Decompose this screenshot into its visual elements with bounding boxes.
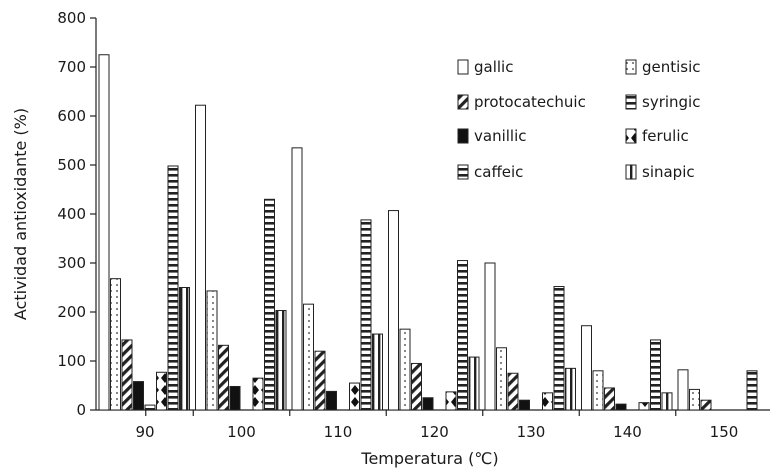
bar-protocatechuic-100 <box>218 344 229 411</box>
legend-label-protocatechuic: protocatechuic <box>474 93 586 111</box>
bar-sinapic-110 <box>372 333 383 411</box>
bar-ferulic-130 <box>542 392 553 411</box>
legend-label-gentisic: gentisic <box>642 58 701 76</box>
x-tick-label: 150 <box>710 423 739 441</box>
bar-gallic-110 <box>291 147 303 411</box>
legend-label-gallic: gallic <box>474 58 513 76</box>
bar-gallic-90 <box>98 54 110 411</box>
bar-syringic-120 <box>457 260 468 411</box>
legend-swatch-ferulic <box>625 128 637 144</box>
bar-vanillic-140 <box>615 403 627 411</box>
y-tick-label: 200 <box>57 303 86 321</box>
y-tick-label: 600 <box>57 107 86 125</box>
bar-ferulic-90 <box>156 371 167 411</box>
bar-syringic-100 <box>264 198 275 411</box>
bar-ferulic-140 <box>638 402 650 411</box>
y-tick-label: 300 <box>57 254 86 272</box>
x-axis-title: Temperatura (℃) <box>360 449 498 468</box>
x-tick-label: 90 <box>135 423 154 441</box>
bar-vanillic-100 <box>229 385 241 411</box>
bar-gallic-130 <box>484 262 496 411</box>
x-tick-label: 100 <box>227 423 256 441</box>
y-tick-label: 500 <box>57 156 86 174</box>
bar-gentisic-130 <box>496 347 507 411</box>
x-tick-label: 110 <box>324 423 353 441</box>
bar-gallic-100 <box>195 104 206 411</box>
bar-gallic-150 <box>677 369 689 411</box>
bar-sinapic-90 <box>179 287 190 411</box>
legend-label-sinapic: sinapic <box>642 163 695 181</box>
y-axis-title: Actividad antioxidante (%) <box>11 108 30 320</box>
bar-sinapic-100 <box>275 310 287 411</box>
bar-gentisic-110 <box>303 303 314 411</box>
bar-vanillic-90 <box>133 381 144 411</box>
y-tick-label: 700 <box>57 58 86 76</box>
legend-swatch-gallic <box>457 59 469 75</box>
y-tick-label: 0 <box>76 401 86 419</box>
bars <box>98 54 758 411</box>
legend-label-caffeic: caffeic <box>474 163 523 181</box>
bar-ferulic-120 <box>445 391 457 411</box>
bar-gentisic-100 <box>206 290 218 411</box>
bar-vanillic-110 <box>326 390 337 411</box>
legend-label-ferulic: ferulic <box>642 127 689 145</box>
bar-caffeic-90 <box>144 404 156 411</box>
legend-swatch-caffeic <box>457 164 469 180</box>
bar-gentisic-140 <box>592 370 604 411</box>
bar-protocatechuic-110 <box>314 350 326 411</box>
bar-syringic-130 <box>553 286 565 411</box>
x-tick-label: 130 <box>517 423 546 441</box>
legend-swatch-protocatechuic <box>457 94 469 110</box>
legend-swatch-sinapic <box>625 164 637 180</box>
y-tick-label: 800 <box>57 9 86 27</box>
bar-syringic-90 <box>167 165 179 411</box>
y-tick-label: 400 <box>57 205 86 223</box>
bar-ferulic-110 <box>349 382 360 411</box>
bar-protocatechuic-140 <box>604 387 615 411</box>
y-tick-label: 100 <box>57 352 86 370</box>
legend-swatch-vanillic <box>457 128 469 144</box>
x-ticks: 90 100 110 120 130 140 150 <box>135 410 738 441</box>
bar-protocatechuic-120 <box>411 362 422 411</box>
x-tick-label: 140 <box>613 423 642 441</box>
bar-sinapic-130 <box>565 367 576 411</box>
legend: gallic gentisic protocatechuic syringic vani… <box>457 58 701 181</box>
bar-gentisic-120 <box>399 328 411 411</box>
bar-protocatechuic-90 <box>121 339 133 411</box>
bar-ferulic-100 <box>252 377 264 411</box>
x-tick-label: 120 <box>420 423 449 441</box>
bar-sinapic-140 <box>661 392 673 411</box>
legend-label-vanillic: vanillic <box>474 127 527 145</box>
bar-vanillic-120 <box>422 397 434 411</box>
bar-vanillic-130 <box>519 399 530 411</box>
legend-label-syringic: syringic <box>642 93 700 111</box>
legend-swatch-gentisic <box>625 59 637 75</box>
bar-protocatechuic-150 <box>700 399 712 411</box>
bar-protocatechuic-130 <box>507 372 519 411</box>
y-ticks: 0 100 200 300 400 500 600 700 800 <box>57 9 96 419</box>
bar-gallic-140 <box>581 325 592 411</box>
bar-syringic-150 <box>746 370 758 411</box>
bar-sinapic-120 <box>468 356 480 411</box>
bar-syringic-110 <box>360 219 372 411</box>
legend-swatch-syringic <box>625 94 637 110</box>
bar-gentisic-150 <box>689 388 700 411</box>
bar-syringic-140 <box>650 339 661 411</box>
bar-gentisic-90 <box>110 278 121 411</box>
bar-gallic-120 <box>388 210 399 411</box>
